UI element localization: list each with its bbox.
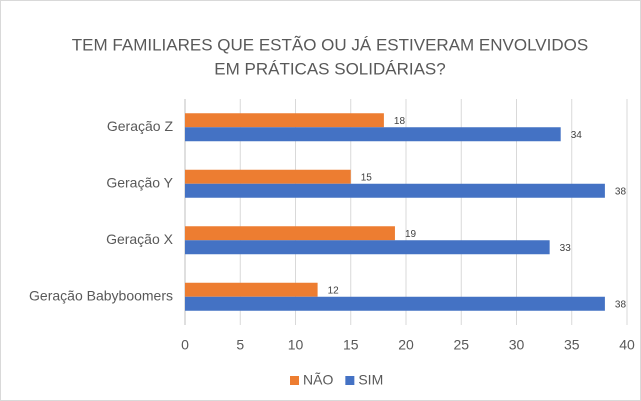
data-label: 15 [361,172,373,183]
x-tick-label: 5 [236,337,244,353]
legend-swatch [290,376,299,385]
legend-swatch [345,376,355,385]
bar [185,240,550,255]
bar [185,127,561,142]
data-label: 18 [394,116,406,127]
y-tick-label: Geração X [106,231,174,247]
x-tick-label: 35 [564,337,580,353]
x-tick-label: 20 [398,337,414,353]
x-tick-label: 15 [343,337,359,353]
data-label: 34 [571,130,583,141]
x-tick-label: 40 [619,337,635,353]
y-tick-label: Geração Babyboomers [29,287,173,303]
y-tick-label: Geração Y [106,174,173,190]
legend-label: NÃO [303,372,333,388]
data-label: 12 [328,285,340,296]
bar [185,226,395,241]
bar [185,169,351,184]
bar [185,183,605,198]
data-label: 38 [615,186,627,197]
chart-title: EM PRÁTICAS SOLIDÁRIAS? [214,59,445,78]
x-tick-label: 25 [453,337,469,353]
data-label: 38 [615,299,627,310]
bar [185,296,605,311]
data-label: 19 [405,229,417,240]
x-tick-label: 10 [288,337,304,353]
data-label: 33 [560,243,572,254]
x-tick-label: 0 [181,337,189,353]
y-tick-label: Geração Z [107,118,174,134]
bar [185,113,384,128]
bar [185,282,318,297]
legend-label: SIM [358,372,383,388]
chart-title: TEM FAMILIARES QUE ESTÃO OU JÁ ESTIVERAM… [72,35,588,54]
x-tick-label: 30 [509,337,525,353]
